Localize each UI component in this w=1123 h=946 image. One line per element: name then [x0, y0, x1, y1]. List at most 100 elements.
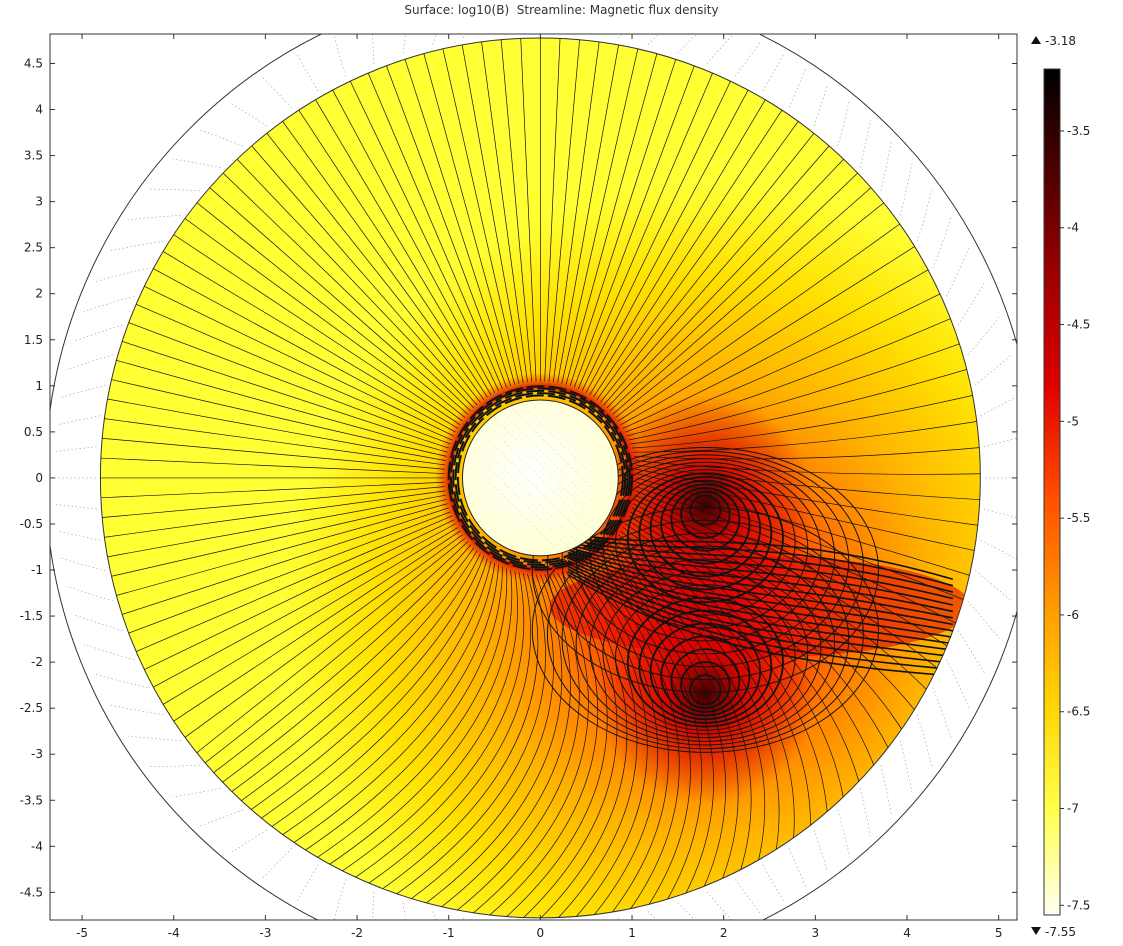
outer-streamline [957, 630, 986, 675]
outer-streamline [813, 829, 828, 872]
source-loop [670, 648, 741, 713]
outer-streamline [55, 446, 97, 452]
outer-streamline [57, 530, 101, 541]
band-streamline [567, 535, 954, 587]
y-tick-label: -0.5 [20, 517, 43, 531]
plot-title: Surface: log10(B) Streamline: Magnetic f… [404, 3, 719, 17]
outer-streamline [880, 764, 892, 816]
band-streamline [567, 554, 953, 632]
radial-streamline [635, 464, 981, 501]
outer-streamline [880, 140, 892, 191]
source-loop [689, 494, 722, 526]
outer-streamline [494, 0, 524, 34]
band-streamline [567, 543, 954, 606]
radial-streamline [459, 37, 524, 383]
outer-streamline [946, 659, 970, 708]
outer-streamline [297, 55, 319, 92]
outer-streamline [967, 600, 1000, 639]
source-loop [575, 545, 836, 742]
y-tick-label: -4 [31, 839, 43, 853]
x-tick-label: -2 [351, 926, 363, 940]
radial-streamline [636, 477, 979, 579]
radial-streamline [557, 37, 621, 383]
outer-streamline [917, 189, 933, 242]
radial-streamline [262, 560, 492, 833]
radial-streamline [127, 515, 453, 656]
outer-streamline [677, 902, 696, 920]
y-tick-label: 0 [35, 471, 43, 485]
radial-streamline [100, 490, 446, 539]
radial-streamline [100, 457, 445, 474]
colorbar-tick-label: -6 [1067, 608, 1079, 622]
radial-streamline [544, 37, 561, 382]
radial-streamline [581, 564, 658, 918]
outer-streamline [587, 922, 626, 946]
radial-streamline [242, 556, 485, 816]
radial-streamline [577, 63, 718, 390]
radial-streamline [630, 366, 976, 445]
outer-streamline [813, 84, 828, 127]
radial-streamline [197, 541, 469, 770]
radial-streamline [479, 37, 528, 383]
y-tick-label: -2.5 [20, 701, 43, 715]
radial-streamline [589, 90, 771, 396]
radial-streamline [154, 246, 458, 429]
hole-streamline [489, 427, 591, 529]
colorbar-tick-label: -5.5 [1067, 511, 1090, 525]
radial-streamline [585, 80, 754, 393]
hole-streamline [489, 440, 591, 543]
radial-streamline [620, 530, 811, 839]
radial-streamline [244, 138, 478, 406]
radial-streamline [102, 377, 447, 457]
radial-streamline [145, 263, 456, 433]
conductor-ring-line [450, 387, 631, 569]
radial-streamline [102, 499, 447, 579]
radial-streamline [100, 494, 446, 559]
y-tick-label: 0.5 [24, 425, 43, 439]
band-streamline [567, 537, 954, 593]
y-tick-label: -3.5 [20, 793, 43, 807]
colorbar-tick-label: -3.5 [1067, 124, 1090, 138]
plot-frame [49, 33, 1018, 921]
outer-streamline [372, 34, 375, 64]
outer-streamline [432, 911, 437, 920]
hole-streamlines [489, 402, 591, 554]
outer-streamline [61, 557, 106, 572]
outer-streamline [647, 911, 658, 920]
radial-streamline [100, 481, 445, 499]
outer-streamline [402, 34, 407, 54]
radial-streamline [631, 507, 908, 738]
radial-streamline [581, 71, 736, 391]
outer-streamline [333, 879, 346, 920]
y-tick-label: 2 [35, 287, 43, 301]
x-tick-label: 3 [812, 926, 820, 940]
outer-streamline [899, 740, 913, 793]
radial-streamline [631, 393, 981, 449]
radial-streamline [596, 112, 805, 400]
radial-streamline [100, 417, 446, 466]
conductor-ring-line [452, 389, 629, 566]
outer-streamline [432, 34, 437, 45]
outer-streamline [946, 247, 970, 297]
radial-streamline [547, 568, 638, 918]
radial-streamline [232, 553, 481, 807]
band-streamline [567, 551, 953, 626]
outer-streamline [762, 864, 784, 901]
outer-streamline [975, 570, 1011, 601]
y-tick-label: -1 [31, 563, 43, 577]
outer-streamline [859, 788, 871, 837]
outer-streamline [57, 415, 101, 426]
band-streamline [567, 546, 954, 613]
radial-streamline [622, 264, 937, 429]
source-loop [680, 490, 731, 539]
outer-streamline [983, 508, 1017, 518]
radial-streamline [100, 437, 445, 470]
outer-streamline [110, 704, 164, 715]
outer-streamline [73, 614, 123, 631]
radial-streamline [100, 397, 446, 461]
y-tick-label: 1 [35, 379, 43, 393]
outer-streamline [983, 437, 1017, 448]
radial-streamline [634, 499, 934, 697]
radial-streamline [154, 527, 458, 710]
